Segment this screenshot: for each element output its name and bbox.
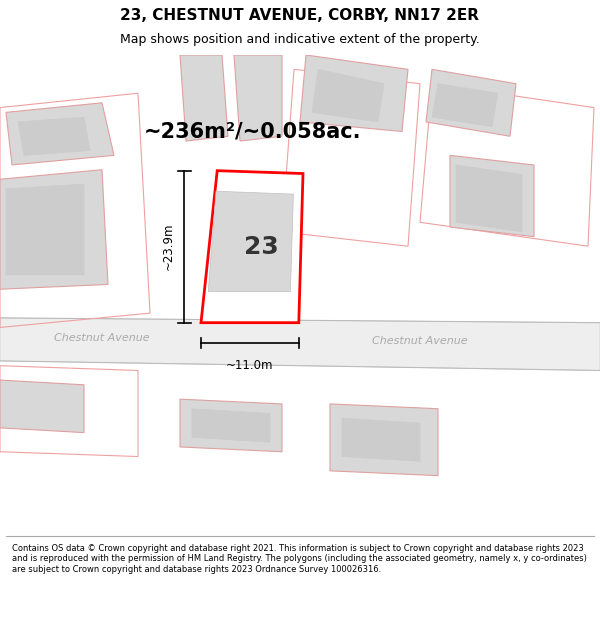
Polygon shape [300,55,408,131]
Text: Map shows position and indicative extent of the property.: Map shows position and indicative extent… [120,33,480,46]
Polygon shape [426,69,516,136]
Polygon shape [450,156,534,237]
Polygon shape [330,404,438,476]
Polygon shape [6,184,84,275]
Polygon shape [6,102,114,165]
Polygon shape [342,418,420,461]
Polygon shape [18,117,90,156]
Polygon shape [432,84,498,127]
Polygon shape [201,171,303,322]
Polygon shape [234,55,282,141]
Polygon shape [312,69,384,122]
Polygon shape [0,318,600,371]
Polygon shape [208,191,293,292]
Text: ~236m²/~0.058ac.: ~236m²/~0.058ac. [143,121,361,141]
Text: Contains OS data © Crown copyright and database right 2021. This information is : Contains OS data © Crown copyright and d… [12,544,587,574]
Polygon shape [0,170,108,289]
Text: ~11.0m: ~11.0m [226,359,274,371]
Polygon shape [0,380,84,432]
Polygon shape [192,409,270,442]
Text: Chestnut Avenue: Chestnut Avenue [372,336,468,346]
Text: Chestnut Avenue: Chestnut Avenue [54,333,150,343]
Text: ~23.9m: ~23.9m [162,223,175,271]
Text: 23, CHESTNUT AVENUE, CORBY, NN17 2ER: 23, CHESTNUT AVENUE, CORBY, NN17 2ER [121,8,479,23]
Polygon shape [456,165,522,232]
Polygon shape [180,399,282,452]
Polygon shape [180,55,228,141]
Text: 23: 23 [244,236,278,259]
